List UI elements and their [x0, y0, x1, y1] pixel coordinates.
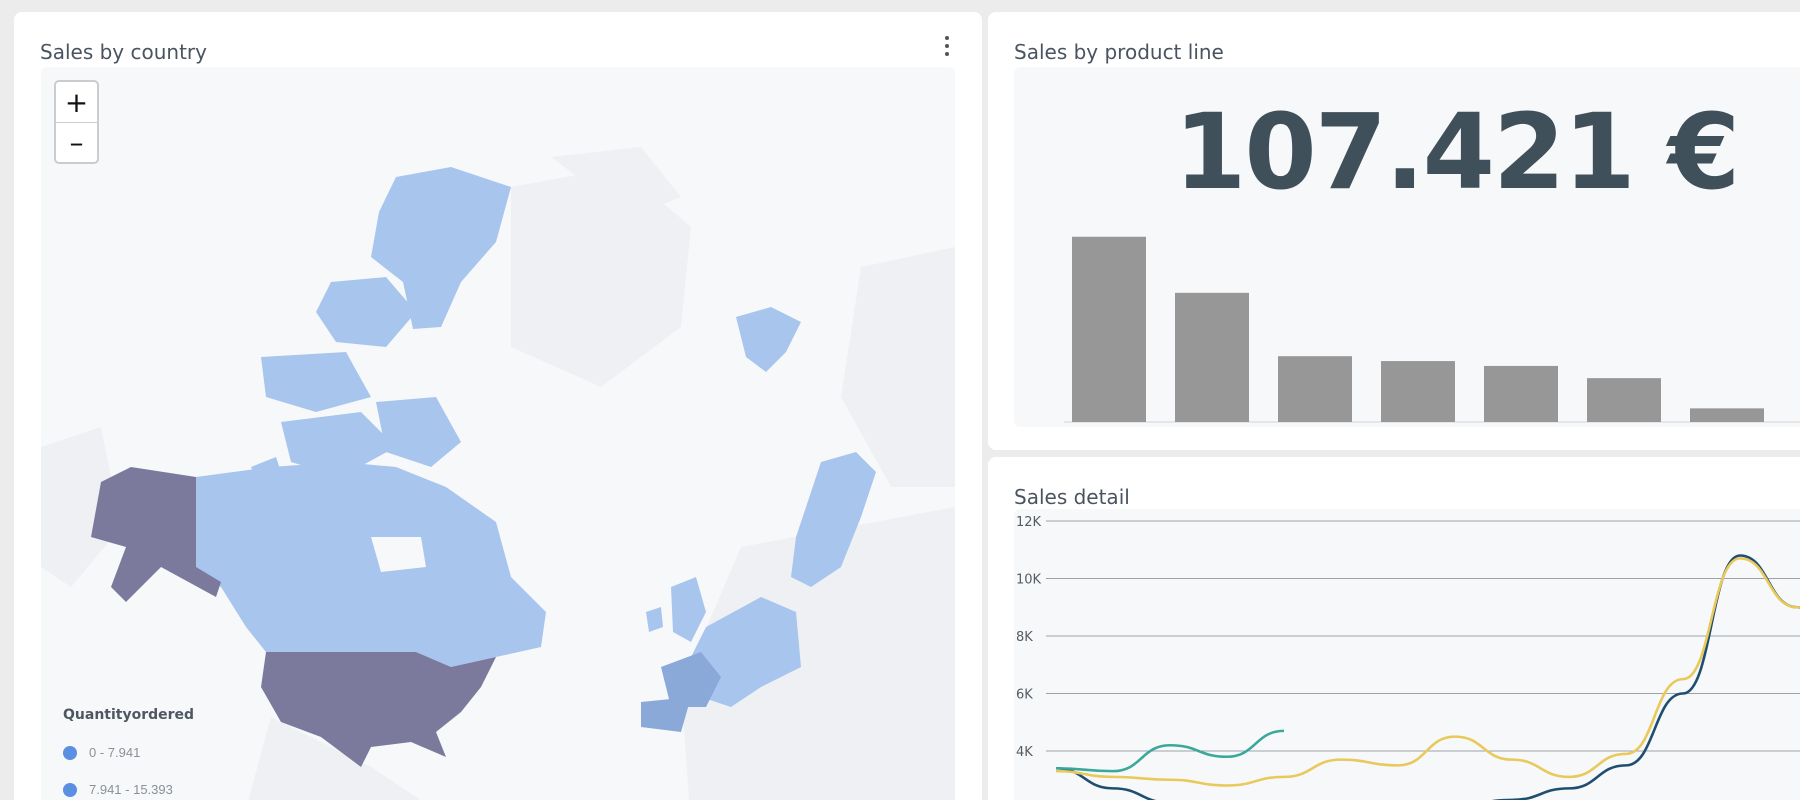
legend-item: 7.941 - 15.393 [63, 782, 194, 797]
series-line[interactable] [1055, 729, 1285, 773]
zoom-control: + – [54, 80, 99, 164]
legend-title: Quantityordered [63, 707, 195, 723]
sales-detail-card: Sales detail 12K 10K 8K 6K 4K [988, 457, 1800, 800]
legend-label: 0 - 7.941 [89, 745, 141, 760]
y-tick-label: 4K [1016, 745, 1033, 760]
bar[interactable] [1587, 378, 1661, 422]
product-bar-chart: Classic CarsPlanesTra [1064, 236, 1800, 423]
world-map[interactable]: + – Quantityordered 0 - 7.941 7.941 - 15… [41, 67, 955, 800]
product-line-chart: 107.421 € Classic CarsPlanesTra [1014, 67, 1800, 427]
map-graphic [41, 147, 955, 800]
sales-by-product-line-title: Sales by product line [1014, 40, 1224, 64]
bar[interactable] [1690, 408, 1764, 422]
bar[interactable] [1072, 236, 1146, 422]
map-legend: Quantityordered 0 - 7.941 7.941 - 15.393 [63, 707, 194, 797]
legend-dot-icon [63, 745, 77, 760]
legend-label: 7.941 - 15.393 [89, 782, 173, 797]
legend-dot-icon [63, 782, 77, 797]
bar[interactable] [1484, 365, 1558, 422]
sales-line-chart: 12K 10K 8K 6K 4K [1016, 515, 1800, 800]
y-tick-label: 6K [1016, 688, 1033, 703]
sales-detail-title: Sales detail [1014, 485, 1130, 509]
y-tick-label: 8K [1016, 630, 1033, 645]
sales-by-product-line-card: Sales by product line 107.421 € Classic … [988, 12, 1800, 450]
sales-by-country-title: Sales by country [40, 40, 207, 64]
more-options-icon[interactable] [940, 34, 954, 58]
total-sales-kpi: 107.421 € [1174, 91, 1740, 213]
y-tick-label: 10K [1016, 573, 1042, 588]
zoom-in-button[interactable]: + [64, 85, 89, 119]
sales-by-country-card: Sales by country [14, 12, 982, 800]
legend-item: 0 - 7.941 [63, 745, 194, 760]
bar[interactable] [1381, 361, 1455, 422]
y-tick-label: 12K [1016, 515, 1042, 530]
zoom-out-button[interactable]: – [56, 122, 97, 162]
sales-detail-chart: 12K 10K 8K 6K 4K [1014, 509, 1800, 800]
bar[interactable] [1278, 356, 1352, 422]
series-line[interactable] [1055, 557, 1800, 787]
bar[interactable] [1175, 292, 1249, 422]
